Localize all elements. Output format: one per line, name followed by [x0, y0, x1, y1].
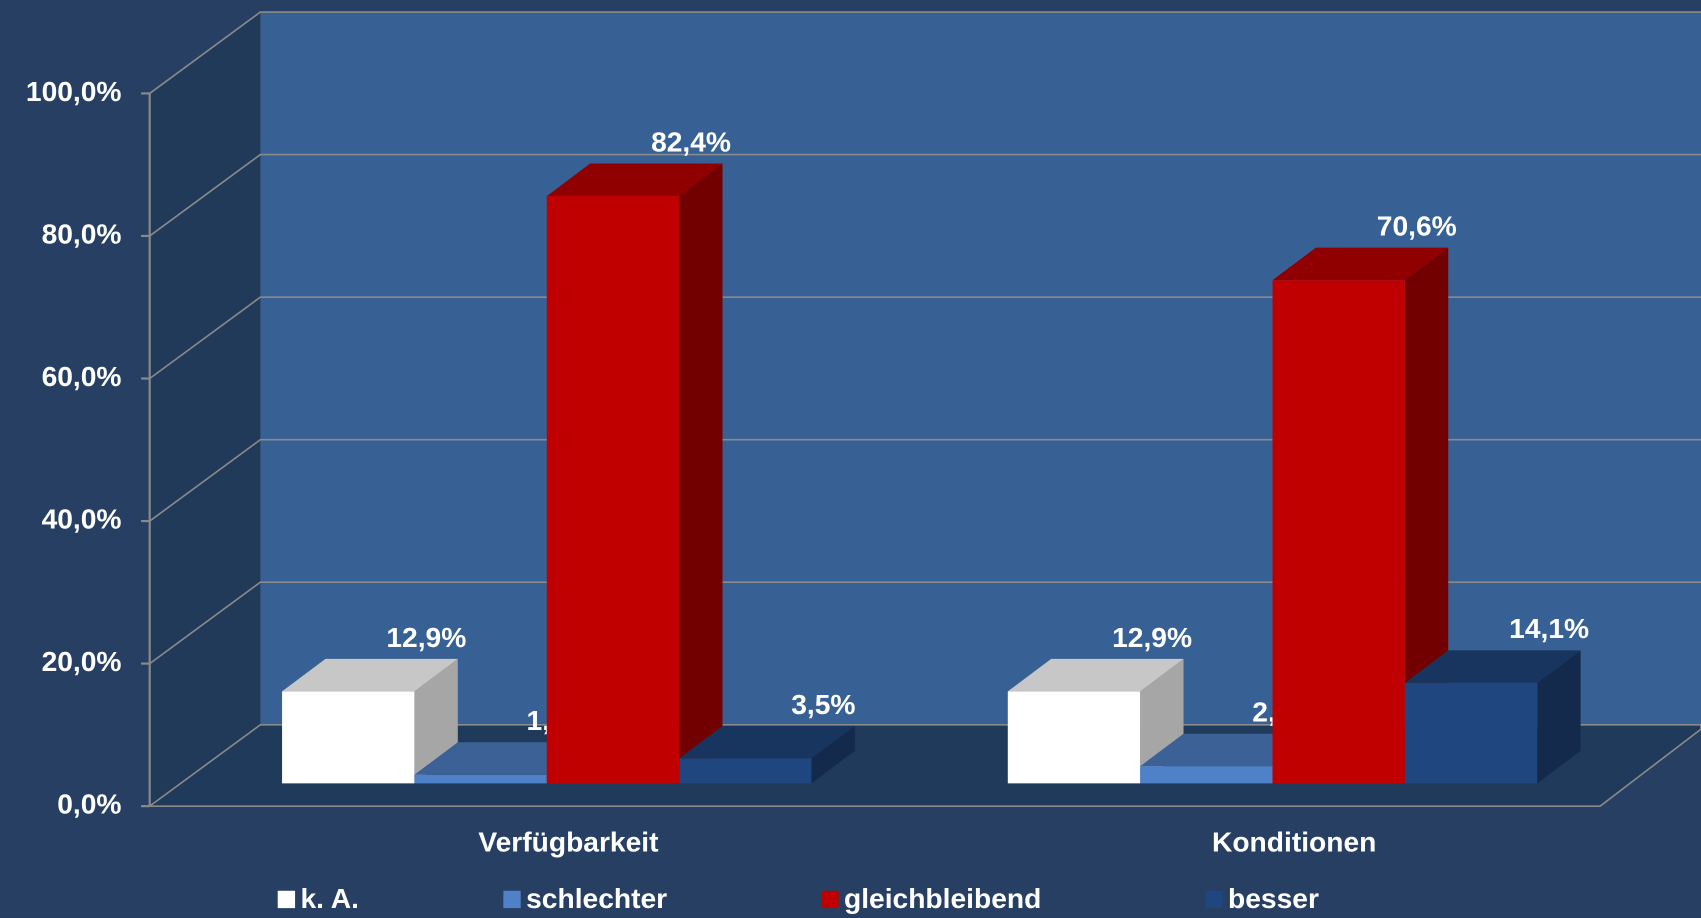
- bar: [1007, 691, 1141, 784]
- value-label: 12,9%: [1112, 621, 1192, 653]
- legend-swatch: [1205, 890, 1223, 909]
- y-tick-label: 40,0%: [42, 503, 122, 535]
- y-tick-label: 60,0%: [42, 360, 122, 392]
- legend-swatch: [821, 890, 839, 909]
- grid-line: [149, 11, 1701, 95]
- bar-side: [1537, 650, 1581, 784]
- bar: [679, 758, 812, 784]
- legend-swatch: [277, 890, 296, 909]
- bar-side: [811, 725, 855, 784]
- x-tick-label: Konditionen: [1212, 826, 1376, 858]
- bar: [1140, 766, 1273, 784]
- value-label: 70,6%: [1377, 210, 1457, 242]
- bar: [414, 774, 547, 784]
- y-tick-label: 100,0%: [26, 75, 122, 107]
- y-tick-label: 80,0%: [42, 217, 122, 249]
- bar-top: [1404, 650, 1581, 683]
- grid-line: [149, 296, 1701, 380]
- side-wall: [149, 12, 261, 807]
- back-wall: [260, 12, 1701, 725]
- legend-label: k. A.: [300, 882, 358, 914]
- bar-top: [679, 725, 855, 759]
- bar-top: [1007, 658, 1184, 692]
- grid-line: [149, 438, 1701, 522]
- grid-line: [149, 581, 1701, 665]
- bar: [1272, 280, 1405, 784]
- bar-top: [1140, 733, 1316, 767]
- y-tick-label: 20,0%: [42, 645, 122, 677]
- y-tick-label: 0,0%: [57, 788, 121, 820]
- bar-top: [414, 742, 591, 775]
- bar: [282, 691, 415, 784]
- value-label: 12,9%: [386, 621, 466, 653]
- legend-label: schlechter: [526, 882, 667, 914]
- bar: [546, 196, 680, 784]
- bar-side: [679, 163, 723, 784]
- legend-label: gleichbleibend: [844, 882, 1041, 914]
- bar-top: [1272, 247, 1449, 281]
- grid-line: [149, 153, 1701, 237]
- value-label: 82,4%: [651, 125, 731, 157]
- value-label: 14,1%: [1509, 612, 1589, 644]
- legend-swatch: [503, 890, 521, 909]
- bar-top: [282, 658, 458, 692]
- legend-label: besser: [1228, 882, 1319, 914]
- x-tick-label: Verfügbarkeit: [478, 826, 659, 858]
- bar: [1404, 682, 1538, 784]
- bar-side: [1404, 247, 1449, 784]
- value-label: 3,5%: [791, 688, 855, 720]
- bar-top: [546, 163, 723, 197]
